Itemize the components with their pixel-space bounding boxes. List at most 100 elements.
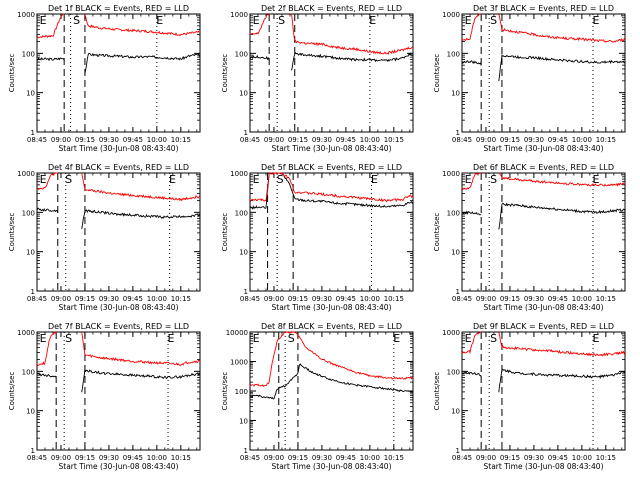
y-axis-label: Counts/sec	[8, 54, 16, 93]
x-tick-label: 09:00	[51, 295, 71, 303]
x-tick-label: 10:15	[384, 295, 404, 303]
x-tick-label: 09:30	[312, 295, 332, 303]
y-tick-label: 10	[239, 249, 248, 257]
phase-marker-label: S	[277, 173, 284, 186]
phase-marker-label: S	[65, 173, 72, 186]
x-tick-label: 09:30	[524, 295, 544, 303]
x-tick-label: 09:00	[264, 136, 284, 144]
y-tick-label: 1	[456, 447, 460, 455]
y-tick-label: 1	[31, 447, 35, 455]
lld-series-line	[84, 14, 201, 37]
x-tick-label: 10:15	[171, 295, 191, 303]
phase-marker-label: E	[592, 14, 599, 27]
x-tick-label: 09:00	[51, 454, 71, 462]
x-tick-label: 08:45	[452, 454, 472, 462]
lld-series-line	[81, 332, 201, 366]
phase-marker-label: E	[40, 173, 47, 186]
phase-marker-label: E	[167, 332, 174, 345]
plot-panel: Det 9f BLACK = Events, RED = LLD 08:45 09:…	[433, 322, 626, 471]
phase-marker-label: E	[169, 173, 176, 186]
phase-marker-label: S	[73, 14, 80, 27]
x-tick-label: 09:15	[500, 136, 520, 144]
phase-marker-label: S	[490, 14, 497, 27]
x-tick-label: 09:30	[524, 454, 544, 462]
x-tick-label: 09:15	[75, 454, 95, 462]
plot-title: Det 1f BLACK = Events, RED = LLD	[48, 4, 189, 13]
lld-series-line	[498, 13, 626, 43]
x-tick-label: 10:15	[171, 454, 191, 462]
y-tick-label: 100	[22, 368, 35, 376]
x-tick-label: 09:15	[288, 136, 308, 144]
x-tick-label: 10:15	[596, 295, 616, 303]
x-tick-label: 10:00	[572, 295, 592, 303]
x-tick-label: 08:45	[27, 454, 47, 462]
x-tick-label: 08:45	[27, 295, 47, 303]
plot-title: Det 9f BLACK = Events, RED = LLD	[473, 322, 614, 331]
x-tick-label: 10:15	[384, 136, 404, 144]
x-tick-label: 08:45	[240, 454, 260, 462]
phase-marker-label: E	[40, 14, 47, 27]
y-axis-label: Counts/sec	[8, 213, 16, 252]
y-tick-label: 10	[26, 408, 35, 416]
y-tick-label: 1	[456, 288, 460, 296]
x-tick-label: 10:00	[360, 136, 380, 144]
phase-marker-label: E	[40, 332, 47, 345]
y-axis-label: Counts/sec	[8, 372, 16, 411]
lld-series-line	[461, 331, 482, 355]
events-series-line	[81, 209, 201, 230]
x-tick-label: 10:15	[171, 136, 191, 144]
y-tick-label: 1	[244, 447, 248, 455]
events-series-line	[249, 172, 414, 210]
x-axis-label: Start Time (30-Jun-08 08:43:40)	[59, 462, 179, 471]
y-tick-label: 10	[451, 90, 460, 98]
phase-marker-label: S	[490, 332, 497, 345]
plot-frame	[249, 13, 414, 133]
plot-title: Det 2f BLACK = Events, RED = LLD	[261, 4, 402, 13]
x-tick-label: 10:00	[147, 295, 167, 303]
x-tick-label: 10:15	[384, 454, 404, 462]
lld-series-line	[291, 13, 414, 55]
plot-title: Det 3f BLACK = Events, RED = LLD	[473, 4, 614, 13]
phase-marker-label: S	[278, 14, 285, 27]
x-tick-label: 09:30	[312, 454, 332, 462]
lld-series-line	[249, 172, 414, 203]
phase-marker-label: E	[592, 332, 599, 345]
plot-frame	[249, 331, 414, 451]
x-tick-label: 09:45	[336, 136, 356, 144]
phase-marker-label: E	[369, 14, 376, 27]
y-tick-label: 1000	[442, 11, 460, 19]
phase-marker-label: E	[592, 173, 599, 186]
y-tick-label: 1	[244, 288, 248, 296]
events-series-line	[498, 202, 626, 230]
x-tick-label: 10:00	[147, 136, 167, 144]
x-tick-label: 09:15	[75, 295, 95, 303]
x-tick-label: 10:15	[596, 454, 616, 462]
x-axis-label: Start Time (30-Jun-08 08:43:40)	[484, 144, 604, 153]
lld-series-line	[498, 172, 626, 187]
x-tick-label: 09:00	[264, 295, 284, 303]
x-tick-label: 09:45	[123, 454, 143, 462]
plot-frame	[461, 331, 626, 451]
lld-series-line	[36, 172, 58, 190]
x-tick-label: 09:15	[288, 454, 308, 462]
x-tick-label: 09:45	[336, 454, 356, 462]
events-series-line	[36, 57, 65, 62]
x-tick-label: 09:30	[524, 136, 544, 144]
x-tick-label: 09:45	[336, 295, 356, 303]
lld-series-line	[249, 331, 414, 388]
phase-marker-label: E	[371, 173, 378, 186]
phase-marker-label: S	[65, 332, 72, 345]
events-series-line	[461, 210, 482, 216]
y-tick-label: 100	[447, 50, 460, 58]
lld-series-line	[81, 172, 201, 202]
plot-panel: Det 5f BLACK = Events, RED = LLD 08:45 09:…	[221, 163, 414, 312]
y-tick-label: 100	[447, 368, 460, 376]
x-tick-label: 08:45	[240, 295, 260, 303]
y-axis-label: Counts/sec	[221, 372, 229, 411]
plot-title: Det 7f BLACK = Events, RED = LLD	[48, 322, 189, 331]
x-tick-label: 09:45	[123, 295, 143, 303]
plot-frame	[36, 172, 201, 292]
y-tick-label: 100	[22, 50, 35, 58]
plot-title: Det 8f BLACK = Events, RED = LLD	[261, 322, 402, 331]
